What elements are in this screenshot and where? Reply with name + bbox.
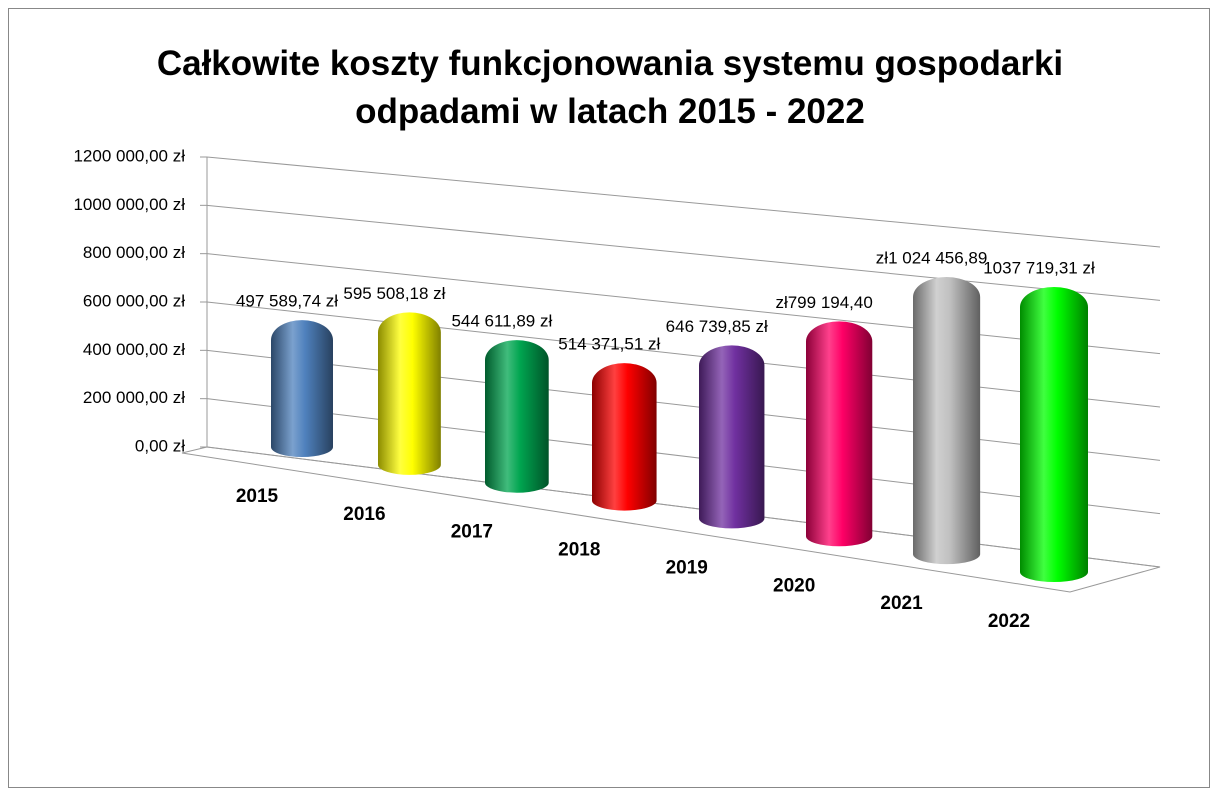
y-tick-label: 800 000,00 zł [83,243,185,262]
data-label: 646 739,85 zł [666,317,768,336]
y-tick-label: 200 000,00 zł [83,388,185,407]
x-tick-label: 2020 [773,575,815,596]
x-tick-label: 2021 [880,593,923,614]
bar [378,312,441,475]
x-tick-label: 2019 [666,557,708,578]
bar [806,321,873,547]
x-tick-label: 2015 [236,486,279,507]
data-label: 1037 719,31 zł [983,258,1095,277]
data-label: zł799 194,40 [775,293,872,312]
grid-line [206,349,1161,461]
x-tick-label: 2018 [558,540,600,561]
bar [913,277,981,565]
grid-line [206,301,1161,408]
grid-line [206,156,1161,248]
bar [485,340,549,493]
data-label: 544 611,89 zł [451,312,552,331]
data-label: 514 371,51 zł [558,335,660,354]
y-tick-label: 1000 000,00 zł [73,195,185,214]
data-label: 497 589,74 zł [236,292,338,311]
data-label: zł1 024 456,89 [876,249,988,268]
bar [271,320,333,457]
y-tick-label: 0,00 zł [135,436,185,455]
x-tick-label: 2017 [451,522,493,543]
grid-line [206,204,1161,301]
bar [1020,287,1088,582]
grid-line [206,398,1161,515]
y-tick-label: 600 000,00 zł [83,291,185,310]
y-tick-label: 1200 000,00 zł [73,146,185,165]
bar [699,345,765,529]
x-tick-label: 2022 [988,611,1030,632]
grid-line [206,253,1161,355]
bar [592,363,657,511]
x-tick-label: 2016 [343,504,385,525]
chart-title: Całkowite koszty funkcjonowania systemu … [156,44,1064,131]
y-tick-label: 400 000,00 zł [83,340,185,359]
grid-line [206,446,1161,568]
data-label: 595 508,18 zł [343,284,445,303]
